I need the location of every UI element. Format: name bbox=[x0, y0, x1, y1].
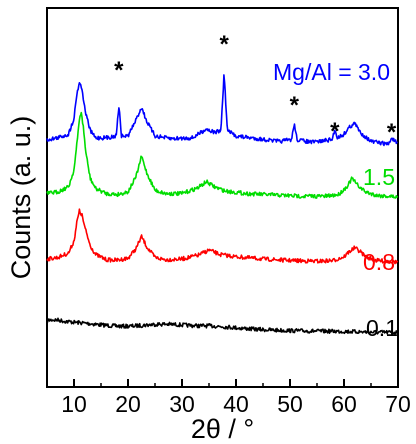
impurity-marker: * bbox=[330, 118, 340, 145]
impurity-marker: * bbox=[290, 92, 300, 119]
series-line-mg-al-3-0 bbox=[46, 74, 398, 147]
series-label: 0.8 bbox=[363, 249, 395, 275]
series-line-0-1 bbox=[46, 317, 398, 335]
series-line-0-8 bbox=[46, 208, 399, 265]
x-tick-label: 30 bbox=[169, 391, 195, 417]
series-layer bbox=[46, 74, 399, 335]
impurity-marker: * bbox=[387, 119, 397, 146]
x-tick-label: 20 bbox=[115, 391, 141, 417]
x-tick-label: 60 bbox=[331, 391, 357, 417]
series-line-1-5 bbox=[46, 111, 399, 199]
y-axis-label: Counts (a. u.) bbox=[6, 116, 36, 280]
plot-border bbox=[46, 7, 399, 388]
impurity-marker: * bbox=[219, 31, 229, 58]
plot-frame bbox=[46, 7, 399, 388]
x-tick-label: 50 bbox=[277, 391, 303, 417]
x-tick-label: 40 bbox=[223, 391, 249, 417]
impurity-marker: * bbox=[114, 57, 124, 84]
series-label-layer: Mg/Al = 3.0 1.5 0.8 0.1 bbox=[273, 59, 398, 341]
x-tick-label: 10 bbox=[61, 391, 87, 417]
x-axis-ticks: 10 20 30 40 50 60 70 bbox=[46, 379, 411, 417]
series-label: 0.1 bbox=[366, 315, 398, 341]
annotation-layer: * * * * * bbox=[114, 31, 397, 146]
x-axis-label: 2θ / ° bbox=[191, 414, 254, 444]
series-label: Mg/Al = 3.0 bbox=[273, 59, 390, 85]
series-label: 1.5 bbox=[363, 164, 395, 190]
x-tick-label: 70 bbox=[385, 391, 411, 417]
